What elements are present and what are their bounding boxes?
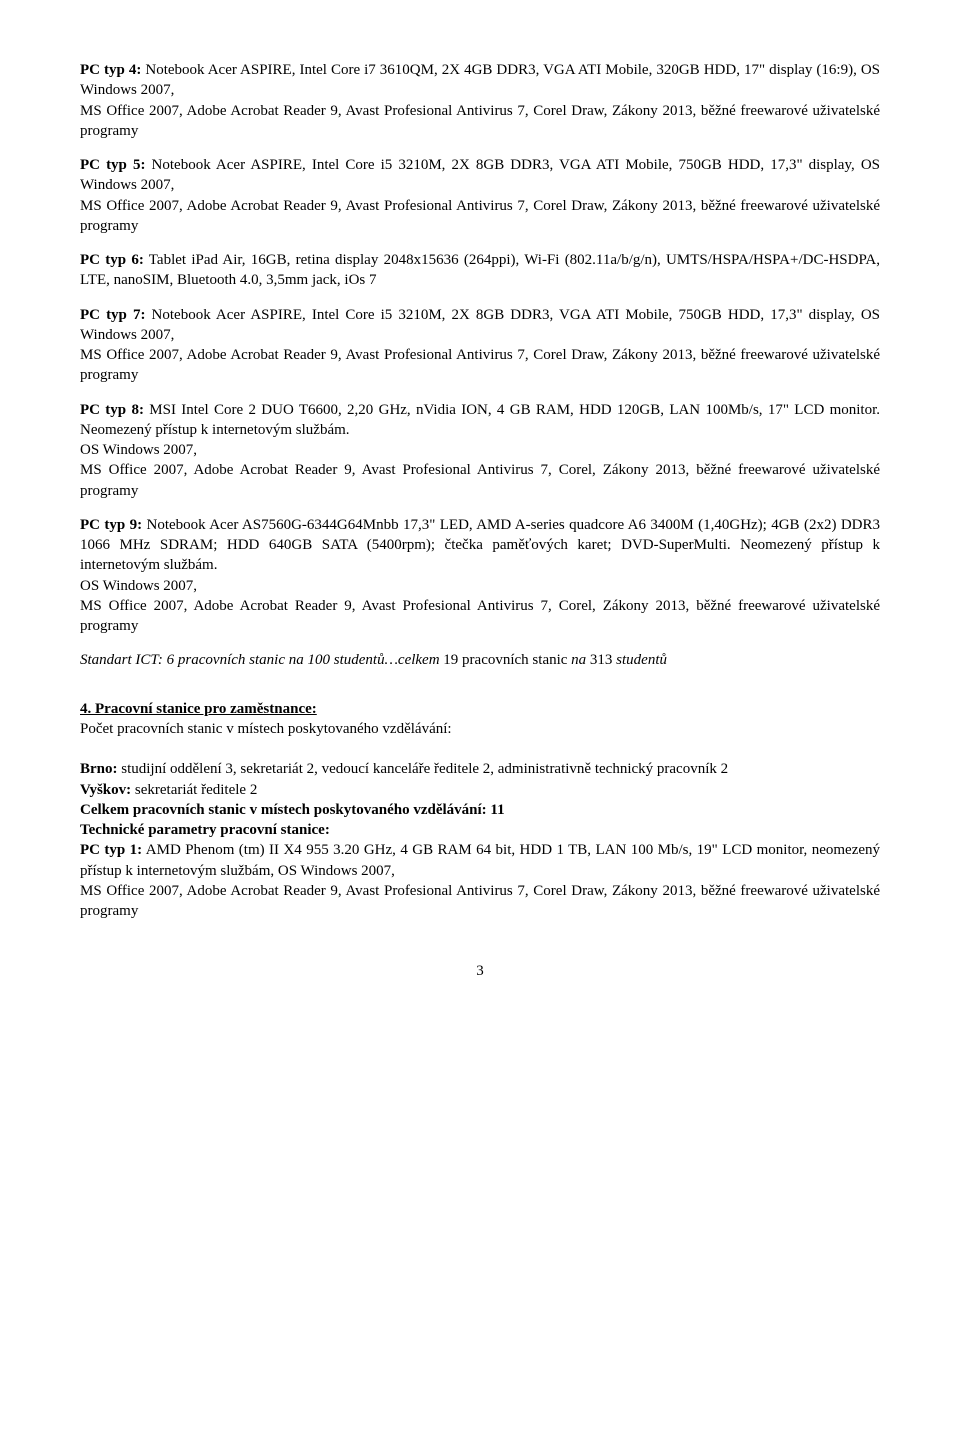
pc1-line2: MS Office 2007, Adobe Acrobat Reader 9, …	[80, 883, 880, 919]
pc4-line2: MS Office 2007, Adobe Acrobat Reader 9, …	[80, 103, 880, 139]
pc8-spec: MSI Intel Core 2 DUO T6600, 2,20 GHz, nV…	[80, 402, 880, 438]
pc-typ-8: PC typ 8: MSI Intel Core 2 DUO T6600, 2,…	[80, 400, 880, 501]
standard-p1: Standart ICT: 6 pracovních stanic na 100…	[80, 652, 443, 668]
pc-typ-7: PC typ 7: Notebook Acer ASPIRE, Intel Co…	[80, 305, 880, 386]
standard-p5: studentů	[616, 652, 667, 668]
pc-typ-9: PC typ 9: Notebook Acer AS7560G-6344G64M…	[80, 515, 880, 637]
pc4-label: PC typ 4:	[80, 62, 141, 78]
standard-p4: 313	[590, 652, 616, 668]
pc5-line2: MS Office 2007, Adobe Acrobat Reader 9, …	[80, 198, 880, 234]
pc5-label: PC typ 5:	[80, 157, 145, 173]
pc9-label: PC typ 9:	[80, 517, 142, 533]
pc8-label: PC typ 8:	[80, 402, 144, 418]
pc1-label: PC typ 1:	[80, 842, 142, 858]
standard-p2: 19 pracovních stanic	[443, 652, 567, 668]
pc8-line2: MS Office 2007, Adobe Acrobat Reader 9, …	[80, 462, 880, 498]
pc9-os: OS Windows 2007,	[80, 578, 197, 594]
section4-total: Celkem pracovních stanic v místech posky…	[80, 800, 880, 820]
pc7-spec: Notebook Acer ASPIRE, Intel Core i5 3210…	[80, 307, 880, 343]
pc5-spec: Notebook Acer ASPIRE, Intel Core i5 3210…	[80, 157, 880, 193]
pc9-spec: Notebook Acer AS7560G-6344G64Mnbb 17,3" …	[80, 517, 880, 574]
pc6-label: PC typ 6:	[80, 252, 144, 268]
brno-text: studijní oddělení 3, sekretariát 2, vedo…	[118, 761, 729, 777]
section4-tech: Technické parametry pracovní stanice:	[80, 820, 880, 840]
pc-typ-6: PC typ 6: Tablet iPad Air, 16GB, retina …	[80, 250, 880, 291]
pc4-spec: Notebook Acer ASPIRE, Intel Core i7 3610…	[80, 62, 880, 98]
section4-title: 4. Pracovní stanice pro zaměstnance:	[80, 699, 880, 719]
section-4: 4. Pracovní stanice pro zaměstnance: Poč…	[80, 699, 880, 922]
pc7-line2: MS Office 2007, Adobe Acrobat Reader 9, …	[80, 347, 880, 383]
vyskov-text: sekretariát ředitele 2	[131, 782, 257, 798]
brno-label: Brno:	[80, 761, 118, 777]
standard-p3: na	[567, 652, 590, 668]
page-number: 3	[80, 961, 880, 981]
pc-typ-4: PC typ 4: Notebook Acer ASPIRE, Intel Co…	[80, 60, 880, 141]
vyskov-label: Vyškov:	[80, 782, 131, 798]
pc6-spec: Tablet iPad Air, 16GB, retina display 20…	[80, 252, 880, 288]
pc-typ-5: PC typ 5: Notebook Acer ASPIRE, Intel Co…	[80, 155, 880, 236]
standard-ict: Standart ICT: 6 pracovních stanic na 100…	[80, 650, 880, 670]
pc7-label: PC typ 7:	[80, 307, 145, 323]
section4-sub: Počet pracovních stanic v místech poskyt…	[80, 719, 880, 739]
pc1-spec: AMD Phenom (tm) II X4 955 3.20 GHz, 4 GB…	[80, 842, 880, 878]
pc8-os: OS Windows 2007,	[80, 442, 197, 458]
pc9-line2: MS Office 2007, Adobe Acrobat Reader 9, …	[80, 598, 880, 634]
